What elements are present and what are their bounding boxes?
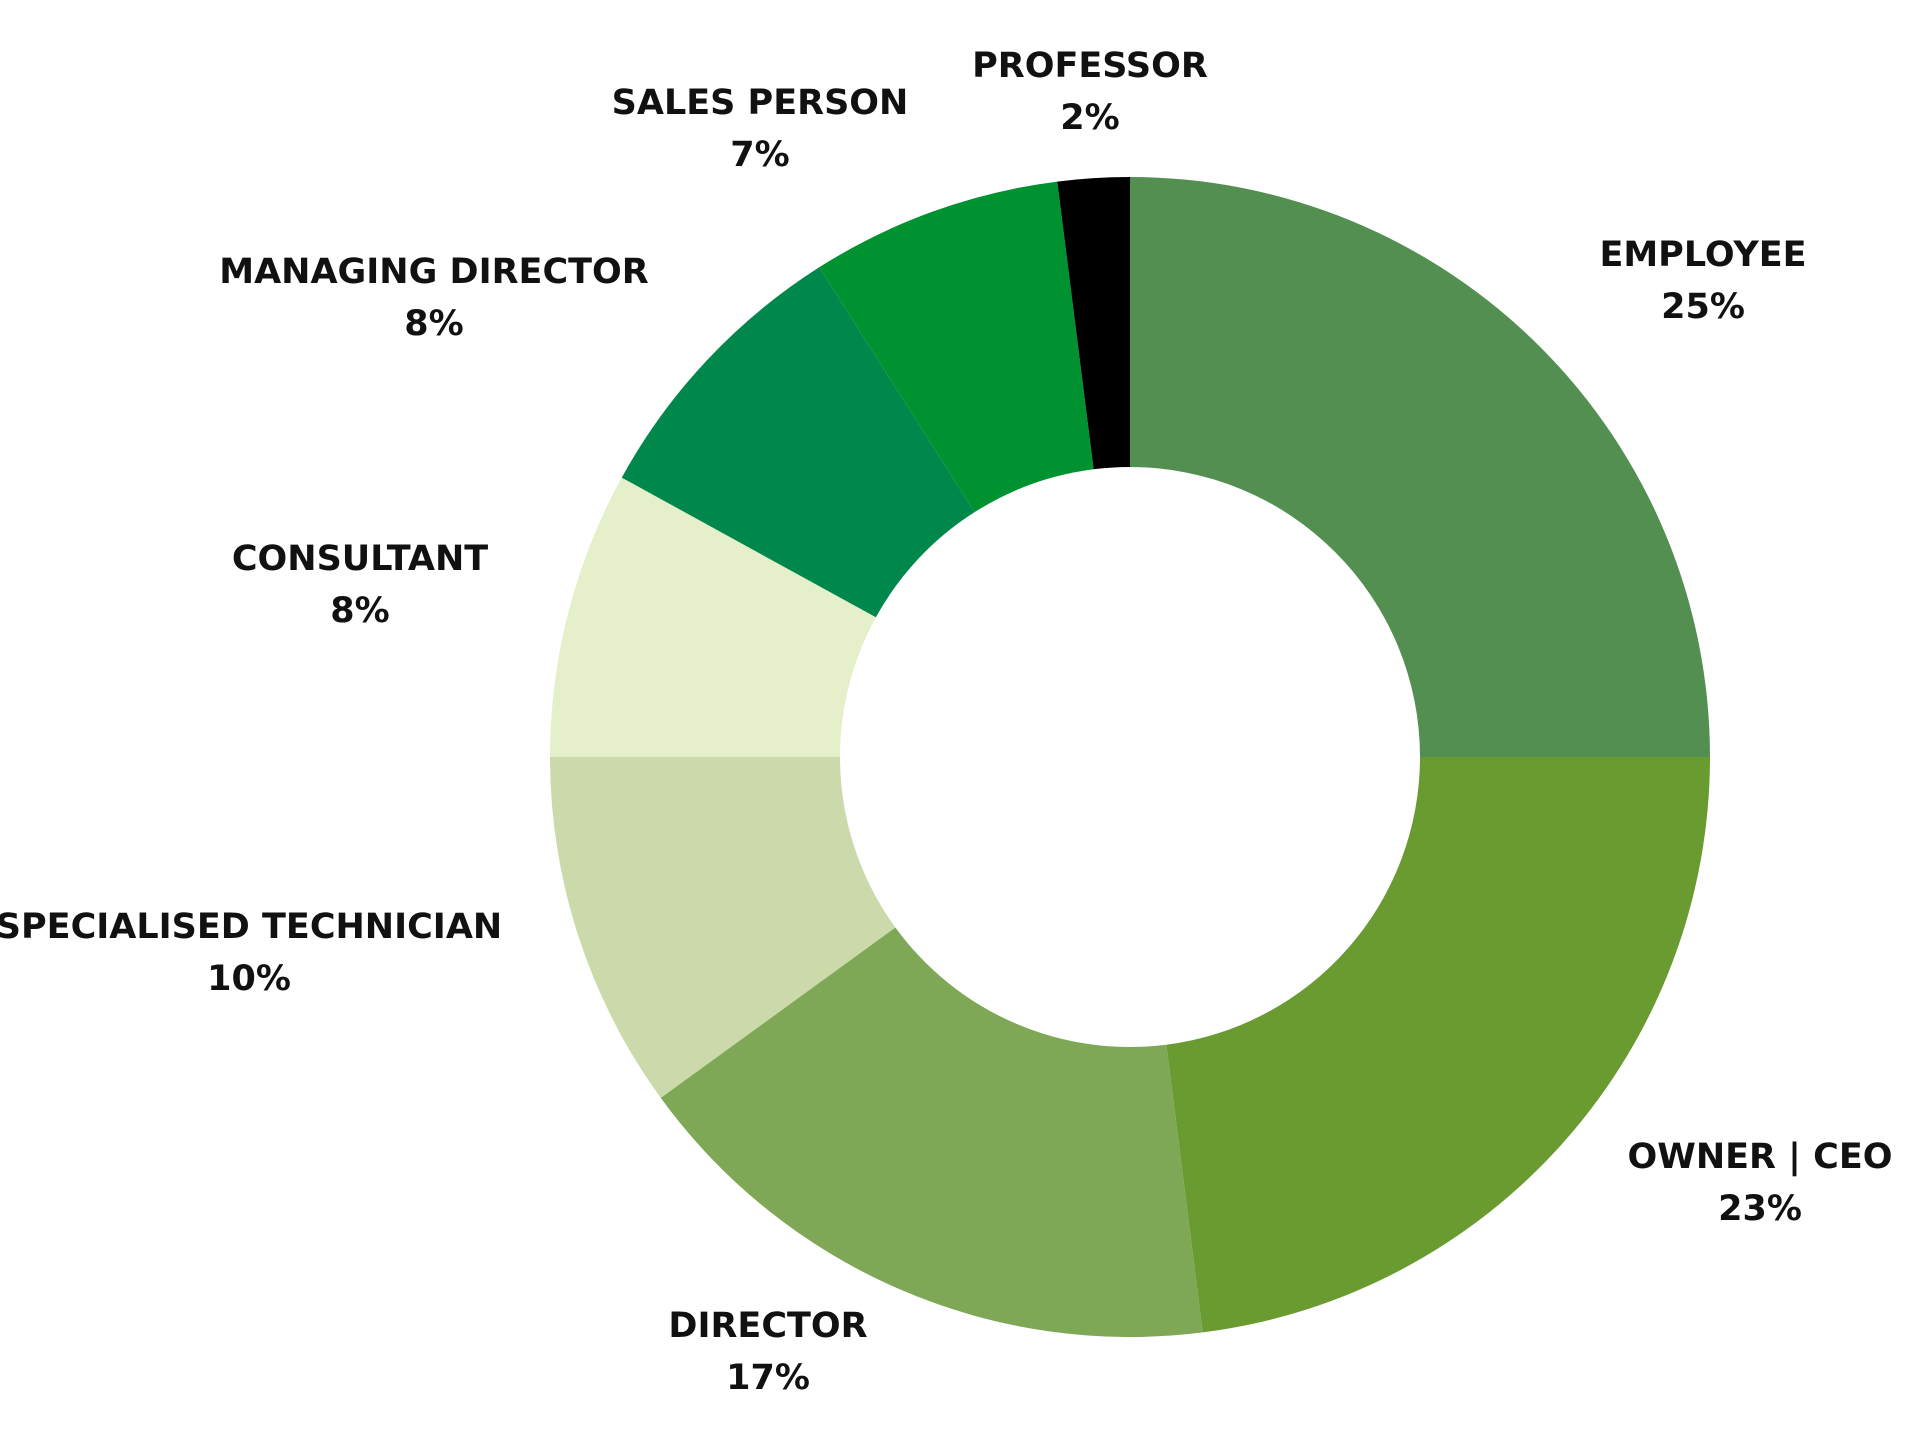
slice-label-employee: EMPLOYEE (1599, 235, 1806, 275)
slice-professor (1057, 177, 1130, 470)
slice-label-professor: PROFESSOR (972, 46, 1208, 86)
slice-owner-ceo (1166, 757, 1710, 1333)
slice-value-consultant: 8% (330, 591, 389, 631)
slice-value-managing-director: 8% (404, 304, 463, 344)
slice-group (550, 177, 1710, 1337)
slice-label-consultant: CONSULTANT (232, 539, 488, 579)
slice-value-specialised-technician: 10% (207, 959, 291, 999)
slice-consultant (550, 477, 876, 757)
slice-value-owner-ceo: 23% (1718, 1189, 1802, 1229)
slice-label-director: DIRECTOR (668, 1306, 867, 1346)
slice-specialised-technician (550, 757, 896, 1098)
slice-label-owner-ceo: OWNER | CEO (1627, 1137, 1892, 1177)
slice-employee (1130, 177, 1710, 757)
slice-director (660, 927, 1203, 1337)
slice-label-sales-person: SALES PERSON (612, 83, 909, 123)
slice-value-director: 17% (726, 1358, 810, 1398)
slice-sales-person (819, 181, 1094, 513)
slice-label-managing-director: MANAGING DIRECTOR (219, 252, 649, 292)
slice-managing-director (621, 267, 975, 618)
label-group: EMPLOYEE 25% OWNER | CEO 23% DIRECTOR 17% SPEC… (0, 46, 1893, 1398)
slice-value-professor: 2% (1060, 98, 1119, 138)
slice-value-employee: 25% (1661, 287, 1745, 327)
slice-value-sales-person: 7% (730, 135, 789, 175)
slice-label-specialised-technician: SPECIALISED TECHNICIAN (0, 907, 502, 947)
